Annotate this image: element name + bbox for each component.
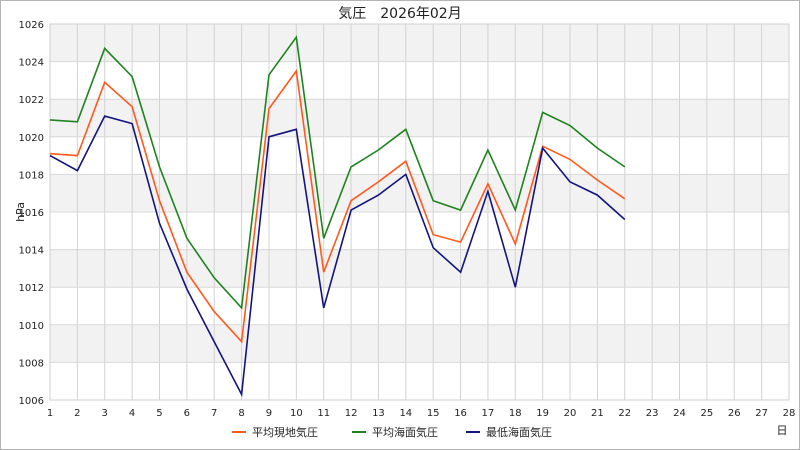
x-tick-label: 23: [646, 408, 659, 419]
x-tick-label: 5: [156, 408, 162, 419]
plot-area-border: [49, 23, 790, 401]
x-tick-label: 25: [701, 408, 714, 419]
x-tick-label: 6: [184, 408, 190, 419]
x-tick-label: 20: [564, 408, 577, 419]
y-tick-label: 1010: [19, 321, 44, 332]
x-tick-label: 9: [266, 408, 272, 419]
y-axis-tick-labels: 1006 1008 1010 1012 1014 1016 1018 1020 1022 1024…: [19, 20, 44, 407]
y-tick-label: 1008: [19, 358, 44, 369]
x-tick-label: 2: [74, 408, 80, 419]
x-tick-label: 12: [345, 408, 358, 419]
y-tick-label: 1014: [19, 246, 44, 257]
x-tick-label: 1: [47, 408, 53, 419]
y-axis-label: hPa: [14, 202, 27, 222]
series-line-1: [49, 68, 626, 344]
x-tick-label: 19: [536, 408, 549, 419]
grid-band: [50, 324, 789, 363]
y-tick-label: 1016: [19, 208, 44, 219]
legend-label-3: 最低海面気圧: [486, 425, 552, 439]
x-tick-label: 3: [102, 408, 108, 419]
y-tick-label: 1024: [19, 58, 44, 69]
y-tick-label: 1018: [19, 170, 44, 181]
x-tick-label: 8: [238, 408, 244, 419]
x-tick-label: 11: [317, 408, 330, 419]
plot-bands: [50, 24, 789, 363]
x-tick-label: 15: [427, 408, 440, 419]
grid-band: [50, 99, 789, 137]
x-tick-label: 13: [372, 408, 385, 419]
x-tick-label: 14: [399, 408, 412, 419]
x-tick-label: 21: [591, 408, 604, 419]
legend-label-2: 平均海面気圧: [372, 425, 438, 439]
series-layer: [49, 35, 626, 398]
y-tick-label: 1026: [19, 20, 44, 31]
grid-band: [50, 24, 789, 62]
chart-title: 気圧 2026年02月: [338, 6, 461, 22]
y-tick-label: 1012: [19, 283, 44, 294]
series-line-3: [49, 115, 626, 398]
x-axis-tick-labels: 1 2 3 4 5 6 7 8 9 10 11 12 13 14 15 16 17 18 19 20 21 22 23 24 2…: [47, 408, 796, 419]
y-tick-label: 1022: [19, 95, 44, 106]
legend-label-1: 平均現地気圧: [252, 425, 318, 439]
y-tick-label: 1006: [19, 396, 44, 407]
x-axis-unit-label: 日: [777, 424, 788, 437]
grid-band: [50, 174, 789, 212]
x-tick-label: 27: [755, 408, 768, 419]
x-tick-label: 10: [290, 408, 303, 419]
legend: 平均現地気圧 平均海面気圧 最低海面気圧: [232, 425, 552, 439]
series-line-2: [49, 35, 626, 310]
x-tick-label: 26: [728, 408, 741, 419]
y-tick-label: 1020: [19, 133, 44, 144]
grid-band: [50, 249, 789, 288]
x-tick-label: 28: [783, 408, 796, 419]
x-tick-label: 17: [482, 408, 495, 419]
x-tick-label: 7: [211, 408, 217, 419]
x-tick-label: 24: [673, 408, 686, 419]
x-tick-label: 4: [129, 408, 135, 419]
x-tick-label: 22: [618, 408, 631, 419]
x-tick-label: 18: [509, 408, 522, 419]
x-tick-label: 16: [454, 408, 467, 419]
